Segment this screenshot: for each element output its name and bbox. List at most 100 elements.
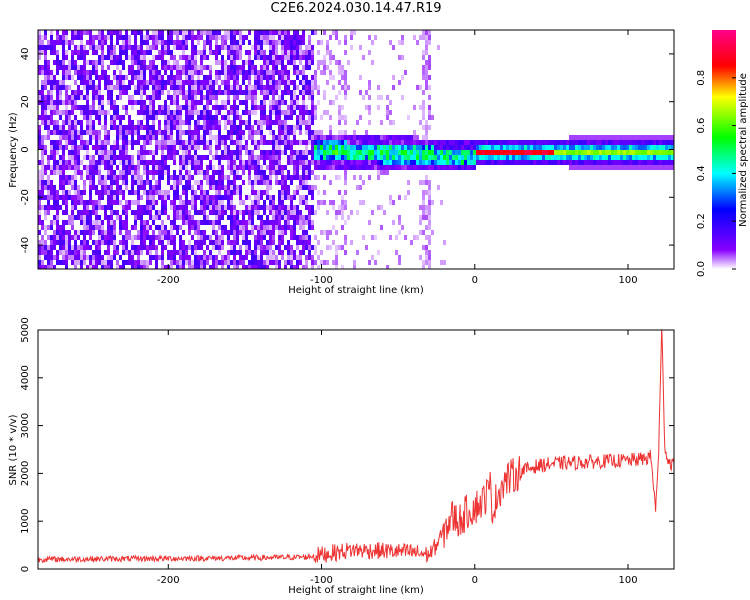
spectrogram-cell (488, 150, 491, 155)
spectrogram-cell (263, 230, 266, 235)
spectrogram-cell (293, 60, 296, 65)
spectrogram-cell (428, 205, 431, 210)
spectrogram-cell (230, 35, 233, 40)
spectrogram-cell (308, 35, 311, 40)
spectrogram-cell (278, 110, 281, 115)
spectrogram-cell (263, 260, 266, 265)
spectrogram-cell (128, 255, 131, 260)
spectrogram-cell (128, 70, 131, 75)
colorbar-tick-label: 0.2 (696, 213, 707, 229)
spectrogram-cell (410, 165, 413, 170)
spectrogram-cell (275, 90, 278, 95)
spectrogram-cell (56, 100, 59, 105)
spectrogram-cell (56, 130, 59, 135)
spectrogram-cell (251, 205, 254, 210)
spectrogram-cell (284, 205, 287, 210)
spectrogram-cell (353, 155, 356, 160)
spectrogram-cell (131, 125, 134, 130)
spectrogram-cell (200, 90, 203, 95)
spectrogram-cell (248, 160, 251, 165)
spectrogram-cell (425, 80, 428, 85)
spectrogram-cell (617, 155, 620, 160)
spectrogram-cell (176, 35, 179, 40)
spectrogram-cell (248, 230, 251, 235)
spectrogram-cell (416, 165, 419, 170)
spectrogram-cell (422, 30, 425, 35)
spectrogram-cell (665, 135, 668, 140)
spectrogram-cell (131, 190, 134, 195)
spectrogram-cell (278, 150, 281, 155)
spectrogram-cell (50, 80, 53, 85)
spectrogram-cell (200, 50, 203, 55)
spectrogram-cell (275, 70, 278, 75)
spectrogram-cell (299, 260, 302, 265)
spectrogram-cell (155, 255, 158, 260)
spectrogram-cell (65, 255, 68, 260)
spectrogram-cell (338, 70, 341, 75)
spectrogram-cell (485, 140, 488, 145)
spectrogram-cell (161, 150, 164, 155)
spectrogram-cell (284, 110, 287, 115)
spectrogram-cell (188, 230, 191, 235)
spectrogram-cell (278, 100, 281, 105)
spectrogram-cell (62, 180, 65, 185)
spectrogram-cell (464, 160, 467, 165)
spectrogram-cell (38, 265, 41, 269)
spectrogram-cell (119, 230, 122, 235)
spectrogram-cell (290, 265, 293, 269)
spectrogram-cell (386, 105, 389, 110)
spectrogram-cell (329, 200, 332, 205)
spectrogram-cell (176, 230, 179, 235)
spectrogram-cell (158, 50, 161, 55)
spectrogram-cell (581, 160, 584, 165)
spectrogram-cell (428, 40, 431, 45)
spectrogram-cell (230, 30, 233, 35)
spectrogram-cell (146, 210, 149, 215)
spectrogram-cell (212, 205, 215, 210)
spectrogram-cell (422, 210, 425, 215)
spectrogram-cell (620, 155, 623, 160)
spectrogram-cell (275, 30, 278, 35)
spectrogram-cell (434, 160, 437, 165)
spectrogram-cell (128, 45, 131, 50)
spectrogram-cell (116, 40, 119, 45)
spectrogram-cell (218, 140, 221, 145)
spectrogram-cell (275, 180, 278, 185)
spectrogram-cell (659, 135, 662, 140)
spectrogram-cell (413, 135, 416, 140)
spectrogram-cell (227, 175, 230, 180)
spectrogram-cell (644, 150, 647, 155)
spectrogram-cell (56, 65, 59, 70)
spectrogram-cell (437, 185, 440, 190)
spectrogram-cell (137, 205, 140, 210)
spectrogram-cell (227, 130, 230, 135)
spectrogram-cell (200, 165, 203, 170)
spectrogram-cell (227, 65, 230, 70)
spectrogram-cell (281, 45, 284, 50)
spectrogram-cell (275, 175, 278, 180)
spectrogram-cell (533, 150, 536, 155)
spectrogram-cell (299, 195, 302, 200)
spectrogram-cell (110, 190, 113, 195)
spectrogram-cell (77, 135, 80, 140)
spectrogram-cell (44, 150, 47, 155)
spectrogram-cell (638, 155, 641, 160)
spectrogram-cell (137, 110, 140, 115)
spectrogram-cell (185, 245, 188, 250)
spectrogram-cell (254, 120, 257, 125)
spectrogram-cell (419, 180, 422, 185)
spectrogram-cell (44, 70, 47, 75)
spectrogram-cell (107, 85, 110, 90)
spectrogram-cell (389, 200, 392, 205)
spectrogram-cell (422, 190, 425, 195)
spectrogram-cell (53, 230, 56, 235)
spectrogram-cell (257, 40, 260, 45)
spectrogram-cell (365, 160, 368, 165)
spectrogram-cell (179, 170, 182, 175)
spectrogram-cell (125, 235, 128, 240)
spectrogram-cell (92, 145, 95, 150)
spectrogram-cell (293, 255, 296, 260)
spectrogram-cell (101, 110, 104, 115)
spectrogram-cell (116, 155, 119, 160)
spectrogram-cell (221, 40, 224, 45)
